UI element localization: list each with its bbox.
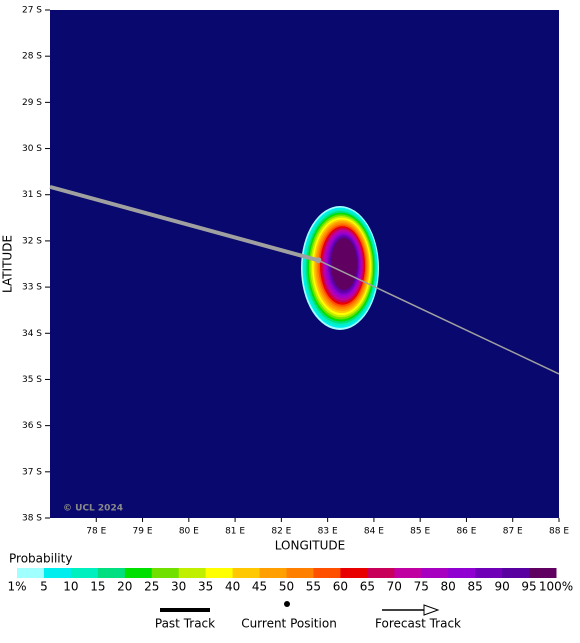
colorbar-swatch [124,568,153,578]
colorbar-label: 50 [279,580,294,594]
colorbar-swatch [17,568,45,578]
colorbar-swatch [448,568,476,578]
colorbar-label: 10 [63,580,78,594]
colorbar-label: 20 [117,580,132,594]
probability-contour [331,238,357,290]
colorbar-label: 90 [494,580,509,594]
colorbar-swatch [286,568,314,578]
colorbar-label: 40 [225,580,240,594]
colorbar-swatch [367,568,395,578]
colorbar-swatch [340,568,368,578]
y-tick-label: 27 S [22,6,42,16]
colorbar-label: 1% [7,580,26,594]
y-tick-label: 35 S [22,375,42,385]
colorbar-label: 65 [360,580,375,594]
colorbar-swatch [313,568,341,578]
y-tick-label: 29 S [22,98,42,108]
current-position [315,257,322,264]
y-tick-label: 33 S [22,283,42,293]
legend-label: Forecast Track [375,617,461,631]
x-tick-label: 80 E [179,527,199,537]
x-tick-label: 82 E [271,527,291,537]
x-tick-label: 86 E [456,527,476,537]
y-tick-label: 31 S [22,190,42,200]
colorbar-swatch [475,568,503,578]
colorbar-label: 30 [171,580,186,594]
colorbar-label: 35 [198,580,213,594]
x-tick-label: 87 E [503,527,523,537]
y-tick-label: 30 S [22,144,42,154]
colorbar-label: 5 [40,580,48,594]
current-position-symbol [284,601,290,607]
x-tick-label: 79 E [133,527,153,537]
y-tick-label: 38 S [22,514,42,524]
y-axis-label: LATITUDE [1,235,15,293]
colorbar-label: 15 [90,580,105,594]
colorbar-swatch [502,568,530,578]
colorbar-label: 100% [539,580,573,594]
colorbar-label: 55 [306,580,321,594]
colorbar-label: 95 [521,580,536,594]
x-tick-label: 81 E [225,527,245,537]
colorbar-title: Probability [9,552,72,566]
x-tick-label: 88 E [549,527,569,537]
colorbar-label: 70 [387,580,402,594]
x-axis-label: LONGITUDE [275,539,345,553]
x-tick-label: 85 E [410,527,430,537]
x-tick-label: 84 E [364,527,384,537]
y-tick-label: 34 S [22,329,42,339]
colorbar-swatch [259,568,287,578]
colorbar-label: 45 [252,580,267,594]
y-tick-label: 28 S [22,52,42,62]
colorbar-swatch [70,568,99,578]
past-track [49,184,319,263]
forecast-arrow [423,604,440,616]
colorbar-swatch [178,568,207,578]
colorbar-swatch [421,568,449,578]
colorbar-swatch [529,568,557,578]
y-tick-label: 36 S [22,421,42,431]
copyright: © UCL 2024 [63,504,123,514]
x-tick-label: 83 E [318,527,338,537]
y-tick-label: 37 S [22,467,42,477]
x-tick-label: 78 E [86,527,106,537]
colorbar-swatch [205,568,234,578]
legend-label: Current Position [241,617,337,631]
colorbar-swatch [43,568,72,578]
colorbar-swatch [394,568,422,578]
colorbar-label: 80 [441,580,456,594]
forecast-track [318,259,560,375]
colorbar-label: 60 [333,580,348,594]
legend-label: Past Track [155,617,215,631]
colorbar-swatch [151,568,180,578]
colorbar-swatch [232,568,261,578]
colorbar-label: 85 [468,580,483,594]
y-tick-label: 32 S [22,236,42,246]
colorbar-label: 25 [144,580,159,594]
colorbar-label: 75 [414,580,429,594]
colorbar-swatch [97,568,126,578]
